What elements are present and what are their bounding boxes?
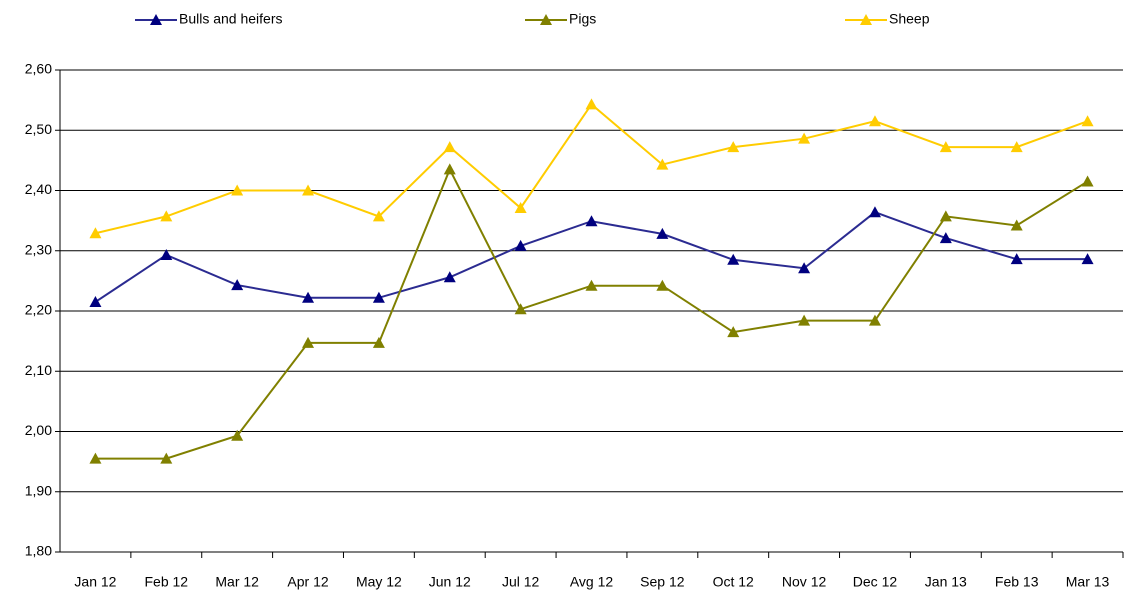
marker: [727, 141, 740, 153]
marker: [939, 141, 952, 153]
marker: [1010, 219, 1023, 231]
legend-marker: [150, 14, 162, 25]
marker: [656, 279, 669, 291]
marker: [585, 215, 598, 227]
y-tick-label: 2,00: [25, 422, 52, 438]
marker: [231, 279, 244, 291]
marker: [89, 452, 102, 464]
x-tick-label: Mar 13: [1066, 574, 1110, 590]
marker: [89, 227, 102, 239]
x-tick-label: May 12: [356, 574, 402, 590]
y-tick-label: 2,60: [25, 61, 52, 77]
marker: [939, 232, 952, 244]
legend-marker: [540, 14, 552, 25]
y-tick-label: 1,80: [25, 543, 52, 559]
x-tick-label: Oct 12: [713, 574, 754, 590]
marker: [1081, 115, 1094, 127]
series-line: [95, 167, 1089, 460]
x-tick-label: Avg 12: [570, 574, 614, 590]
marker: [656, 158, 669, 170]
x-tick-label: Apr 12: [287, 574, 328, 590]
x-tick-label: Nov 12: [782, 574, 827, 590]
series-line: [95, 102, 1088, 235]
y-tick-label: 2,20: [25, 302, 52, 318]
x-tick-label: Jun 12: [429, 574, 471, 590]
marker: [302, 184, 315, 196]
marker: [1010, 141, 1023, 153]
marker: [443, 141, 456, 153]
y-tick-label: 2,30: [25, 241, 52, 257]
x-tick-label: Feb 13: [995, 574, 1039, 590]
y-tick-label: 2,50: [25, 121, 52, 137]
legend-marker: [860, 14, 872, 25]
marker: [585, 98, 598, 110]
marker: [443, 271, 456, 283]
legend-label: Bulls and heifers: [179, 11, 283, 27]
marker: [443, 163, 456, 175]
marker: [160, 452, 173, 464]
marker: [231, 429, 244, 441]
x-tick-label: Jan 13: [925, 574, 967, 590]
x-tick-label: Feb 12: [145, 574, 189, 590]
marker: [160, 210, 173, 222]
legend-label: Pigs: [569, 11, 596, 27]
marker: [372, 291, 385, 303]
x-tick-label: Jul 12: [502, 574, 540, 590]
marker: [868, 314, 881, 326]
marker: [656, 227, 669, 239]
marker: [1081, 175, 1094, 187]
x-tick-label: Sep 12: [640, 574, 685, 590]
y-tick-label: 2,40: [25, 181, 52, 197]
marker: [514, 239, 527, 251]
marker: [727, 326, 740, 338]
marker: [939, 210, 952, 222]
marker: [868, 206, 881, 218]
x-tick-label: Mar 12: [215, 574, 259, 590]
marker: [798, 314, 811, 326]
marker: [231, 184, 244, 196]
legend-label: Sheep: [889, 11, 930, 27]
marker: [302, 291, 315, 303]
marker: [372, 336, 385, 348]
x-tick-label: Jan 12: [74, 574, 116, 590]
marker: [798, 132, 811, 144]
marker: [372, 210, 385, 222]
marker: [302, 336, 315, 348]
marker: [160, 248, 173, 260]
y-tick-label: 1,90: [25, 482, 52, 498]
marker: [1081, 253, 1094, 265]
marker: [868, 115, 881, 127]
marker: [514, 201, 527, 213]
marker: [1010, 253, 1023, 265]
marker: [514, 303, 527, 315]
marker: [727, 253, 740, 265]
marker: [798, 262, 811, 274]
marker: [89, 295, 102, 307]
y-tick-label: 2,10: [25, 362, 52, 378]
x-tick-label: Dec 12: [853, 574, 898, 590]
marker: [585, 279, 598, 291]
